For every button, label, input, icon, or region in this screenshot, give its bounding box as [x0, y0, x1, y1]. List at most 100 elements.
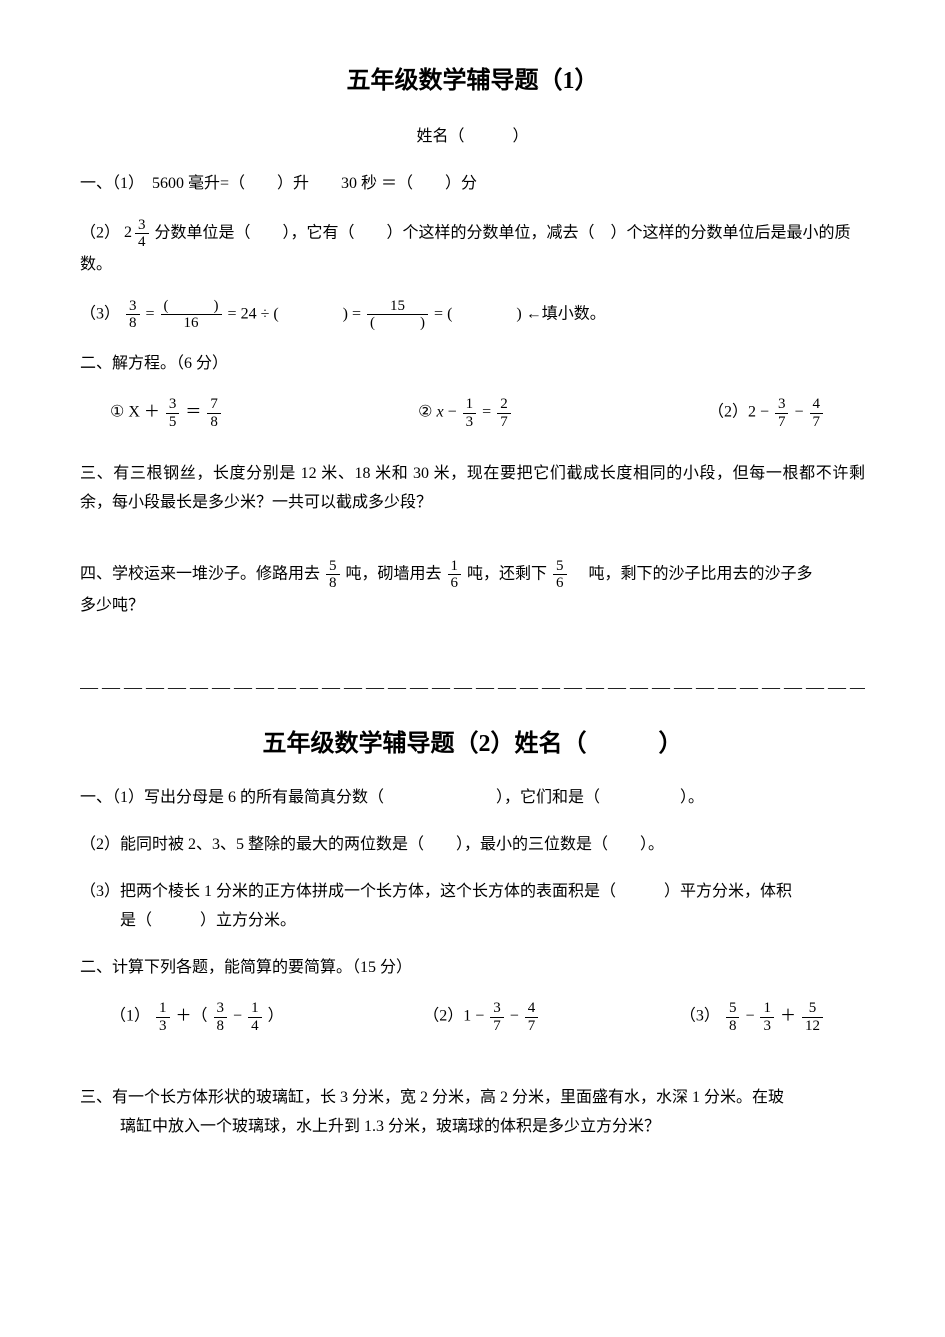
mixed-fraction: 2 3 4: [124, 217, 151, 251]
numerator: 3: [214, 1000, 228, 1018]
sheet1-s2-header: 二、解方程。（6 分）: [80, 350, 865, 379]
equals: =: [482, 404, 491, 421]
numerator: 3: [490, 1000, 504, 1018]
text: 分数单位是（ ），它有（ ）个这样的分数单位，减去（ ）个这样的分数单位后是最小…: [80, 224, 851, 272]
whole: 2: [124, 219, 132, 248]
equals: =: [146, 305, 155, 322]
numerator: 3: [166, 396, 180, 414]
denominator: 12: [802, 1018, 823, 1035]
fraction: 1 3: [463, 396, 477, 430]
divider: ————————————————————————————————————————…: [80, 671, 865, 703]
name-field: 姓名（ ）: [80, 123, 865, 152]
text: 四、学校运来一堆沙子。修路用去: [80, 566, 320, 583]
denominator: 8: [726, 1018, 740, 1035]
fraction: 4 7: [525, 1000, 539, 1034]
close: ）: [268, 1008, 284, 1025]
sheet1-s4: 四、学校运来一堆沙子。修路用去 5 8 吨，砌墙用去 1 6 吨，还剩下 5 6…: [80, 558, 865, 621]
text: = ( ) ←填小数。: [434, 305, 606, 322]
numerator: 1: [448, 558, 462, 576]
text: 璃缸中放入一个玻璃球，水上升到 1.3 分米，玻璃球的体积是多少立方分米？: [80, 1118, 660, 1135]
fraction: 3 7: [490, 1000, 504, 1034]
fraction: 3 5: [166, 396, 180, 430]
numerator: 7: [207, 396, 221, 414]
sheet2-q1-3: （3）把两个棱长 1 分米的正方体拼成一个长方体，这个长方体的表面积是（ ）平方…: [80, 878, 865, 936]
numerator: 2: [497, 396, 511, 414]
denominator: 4: [248, 1018, 262, 1035]
label: （3）: [680, 1008, 720, 1025]
denominator: 6: [448, 575, 462, 592]
equals: ＝: [185, 404, 201, 421]
numerator: 3: [135, 217, 149, 235]
minus: −: [745, 1008, 754, 1025]
denominator: 6: [553, 575, 567, 592]
fraction: 15 ( ): [367, 298, 428, 332]
denominator: 3: [156, 1018, 170, 1035]
denominator: 3: [463, 414, 477, 431]
minus: −: [510, 1008, 519, 1025]
fraction: 2 7: [497, 396, 511, 430]
sheet1-s3: 三、有三根钢丝，长度分别是 12 米、18 米和 30 米，现在要把它们截成长度…: [80, 460, 865, 518]
calc-3: （3） 5 8 − 1 3 ＋ 5 12: [680, 1000, 825, 1034]
sheet1-q1-1: 一、（1） 5600 毫升=（ ）升 30 秒 ＝（ ）分: [80, 170, 865, 199]
denominator: 7: [775, 414, 789, 431]
fraction: 5 8: [726, 1000, 740, 1034]
denominator: 4: [135, 234, 149, 251]
label: ②: [418, 404, 432, 421]
numerator: 5: [802, 1000, 823, 1018]
equation-3: （2）2 − 3 7 − 4 7: [708, 396, 825, 430]
denominator: 8: [207, 414, 221, 431]
minus: −: [233, 1008, 242, 1025]
equation-2: ② x − 1 3 = 2 7: [418, 396, 513, 430]
plus: ＋（: [176, 1008, 208, 1025]
label: （1）: [110, 1008, 150, 1025]
denominator: 3: [760, 1018, 774, 1035]
fraction: ( ) 16: [161, 298, 222, 332]
sheet2-q1-2: （2）能同时被 2、3、5 整除的最大的两位数是（ ），最小的三位数是（ ）。: [80, 831, 865, 860]
numerator: ( ): [161, 298, 222, 316]
denominator: 7: [525, 1018, 539, 1035]
text: 吨，还剩下: [467, 566, 547, 583]
fraction: 3 8: [126, 298, 140, 332]
numerator: 1: [248, 1000, 262, 1018]
text: 是（ ）立方分米。: [80, 912, 296, 929]
fraction: 1 3: [156, 1000, 170, 1034]
sheet2-q1-1: 一、（1）写出分母是 6 的所有最简真分数（ ），它们和是（ ）。: [80, 784, 865, 813]
denominator: 7: [810, 414, 824, 431]
numerator: 3: [775, 396, 789, 414]
numerator: 15: [367, 298, 428, 316]
equation-1: ① X ＋ 3 5 ＝ 7 8: [110, 396, 223, 430]
fraction: 7 8: [207, 396, 221, 430]
text: 吨，砌墙用去: [346, 566, 442, 583]
calc-row: （1） 1 3 ＋（ 3 8 − 1 4 ） （2）1 − 3 7 − 4 7 …: [110, 1000, 865, 1034]
label: （2）1 −: [423, 1008, 484, 1025]
numerator: 1: [463, 396, 477, 414]
fraction: 1 4: [248, 1000, 262, 1034]
denominator: 7: [490, 1018, 504, 1035]
sheet2-title: 五年级数学辅导题（2）姓名（ ）: [80, 723, 865, 766]
numerator: 5: [326, 558, 340, 576]
numerator: 1: [760, 1000, 774, 1018]
numerator: 4: [525, 1000, 539, 1018]
denominator: ( ): [367, 315, 428, 332]
plus: ＋: [780, 1008, 796, 1025]
text: （3）把两个棱长 1 分米的正方体拼成一个长方体，这个长方体的表面积是（ ）平方…: [80, 883, 792, 900]
denominator: 8: [126, 315, 140, 332]
denominator: 7: [497, 414, 511, 431]
numerator: 5: [553, 558, 567, 576]
fraction: 4 7: [810, 396, 824, 430]
fraction: 5 8: [326, 558, 340, 592]
variable-x: x: [437, 404, 444, 421]
denominator: 5: [166, 414, 180, 431]
denominator: 16: [161, 315, 222, 332]
text: 多少吨？: [80, 597, 144, 614]
text: 三、有一个长方体形状的玻璃缸，长 3 分米，宽 2 分米，高 2 分米，里面盛有…: [80, 1089, 784, 1106]
fraction: 3 8: [214, 1000, 228, 1034]
label: （2）2 −: [708, 404, 769, 421]
numerator: 1: [156, 1000, 170, 1018]
fraction: 3 7: [775, 396, 789, 430]
sheet1-q1-2: （2） 2 3 4 分数单位是（ ），它有（ ）个这样的分数单位，减去（ ）个这…: [80, 217, 865, 280]
sheet2-s2-header: 二、计算下列各题，能简算的要简算。（15 分）: [80, 954, 865, 983]
label: ① X ＋: [110, 404, 160, 421]
text: = 24 ÷ ( ) =: [228, 305, 362, 322]
label: （2）: [80, 224, 120, 241]
